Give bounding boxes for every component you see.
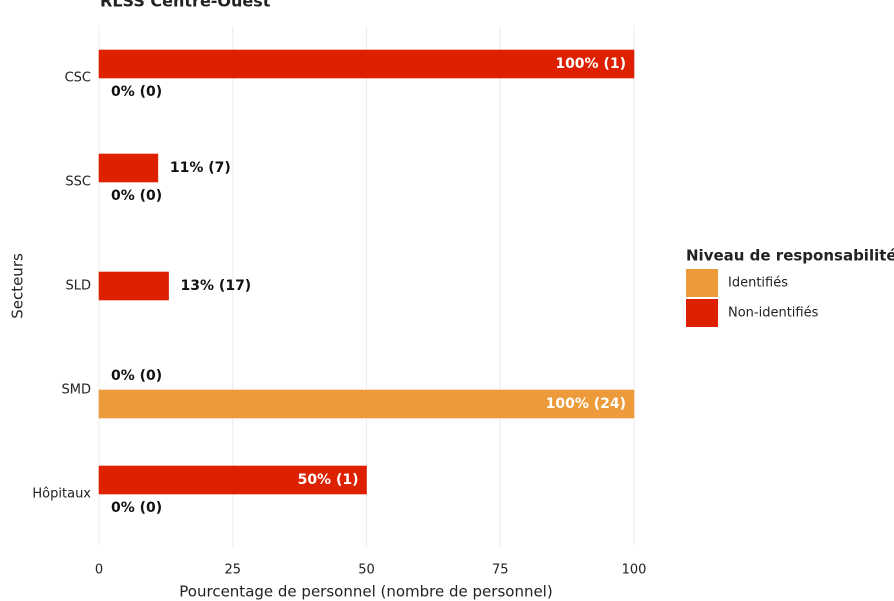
data-label: 13% (17) [181, 278, 252, 294]
bar [98, 49, 635, 79]
y-tick-label: SLD [65, 279, 91, 294]
data-label: 100% (1) [555, 56, 626, 72]
bar [98, 465, 367, 495]
chart-title: RLSS Centre-Ouest [100, 0, 271, 11]
y-tick-label: SMD [62, 383, 91, 398]
y-tick-label: SSC [65, 175, 91, 190]
legend-swatch [686, 269, 718, 297]
data-label: 0% (0) [111, 188, 162, 204]
data-label: 0% (0) [111, 500, 162, 516]
data-label: 11% (7) [170, 160, 231, 176]
legend-title: Niveau de responsabilité [686, 247, 894, 265]
data-label: 50% (1) [298, 472, 359, 488]
legend-label: Non-identifiés [728, 306, 819, 321]
y-tick-label: Hôpitaux [32, 487, 91, 502]
x-tick-label: 0 [95, 563, 103, 578]
x-tick-label: 25 [224, 563, 241, 578]
legend-swatch [686, 299, 718, 327]
y-axis-label: Secteurs [9, 253, 27, 319]
x-tick-label: 75 [492, 563, 509, 578]
bar [98, 153, 159, 183]
data-label: 0% (0) [111, 84, 162, 100]
data-label: 0% (0) [111, 368, 162, 384]
bar [98, 389, 635, 419]
legend-label: Identifiés [728, 276, 788, 291]
x-tick-label: 50 [358, 563, 375, 578]
x-tick-label: 100 [622, 563, 647, 578]
bar [98, 271, 169, 301]
y-tick-label: CSC [65, 71, 91, 86]
x-axis-label: Pourcentage de personnel (nombre de pers… [179, 583, 552, 601]
data-label: 100% (24) [546, 396, 626, 412]
